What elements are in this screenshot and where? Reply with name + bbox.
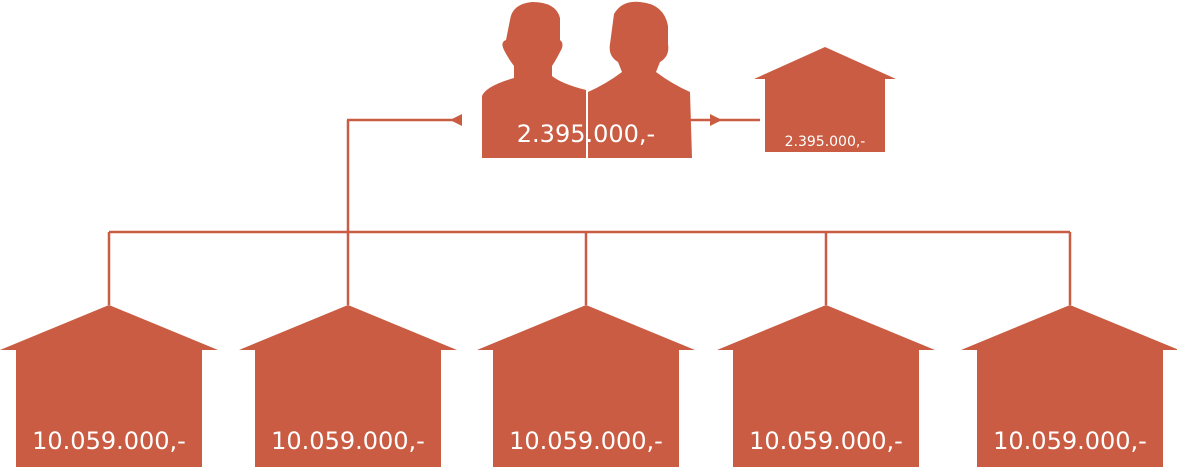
house-icon <box>477 305 695 467</box>
couple-amount: 2.395.000,- <box>517 120 655 148</box>
arrow-right-icon <box>710 114 722 126</box>
house-item: 10.059.000,- <box>477 305 695 467</box>
man-silhouette <box>482 2 586 158</box>
house-icon <box>717 305 935 467</box>
house-item: 10.059.000,- <box>717 305 935 467</box>
side-house-amount: 2.395.000,- <box>785 134 866 150</box>
woman-silhouette <box>588 1 692 158</box>
house-item: 10.059.000,- <box>239 305 457 467</box>
house-icon <box>239 305 457 467</box>
house-item: 10.059.000,- <box>0 305 218 467</box>
house-amount: 10.059.000,- <box>749 427 903 455</box>
arrow-left-icon <box>450 114 462 126</box>
couple-silhouette-icon <box>482 1 692 158</box>
house-row: 10.059.000,- 10.059.000,- 10.059.000,- 10.0… <box>0 305 1177 467</box>
house-amount: 10.059.000,- <box>32 427 186 455</box>
house-icon <box>961 305 1177 467</box>
house-icon <box>0 305 218 467</box>
house-amount: 10.059.000,- <box>509 427 663 455</box>
house-item: 10.059.000,- <box>961 305 1177 467</box>
side-house-icon <box>754 47 896 152</box>
connector-lines <box>107 118 1072 305</box>
house-amount: 10.059.000,- <box>993 427 1147 455</box>
house-amount: 10.059.000,- <box>271 427 425 455</box>
